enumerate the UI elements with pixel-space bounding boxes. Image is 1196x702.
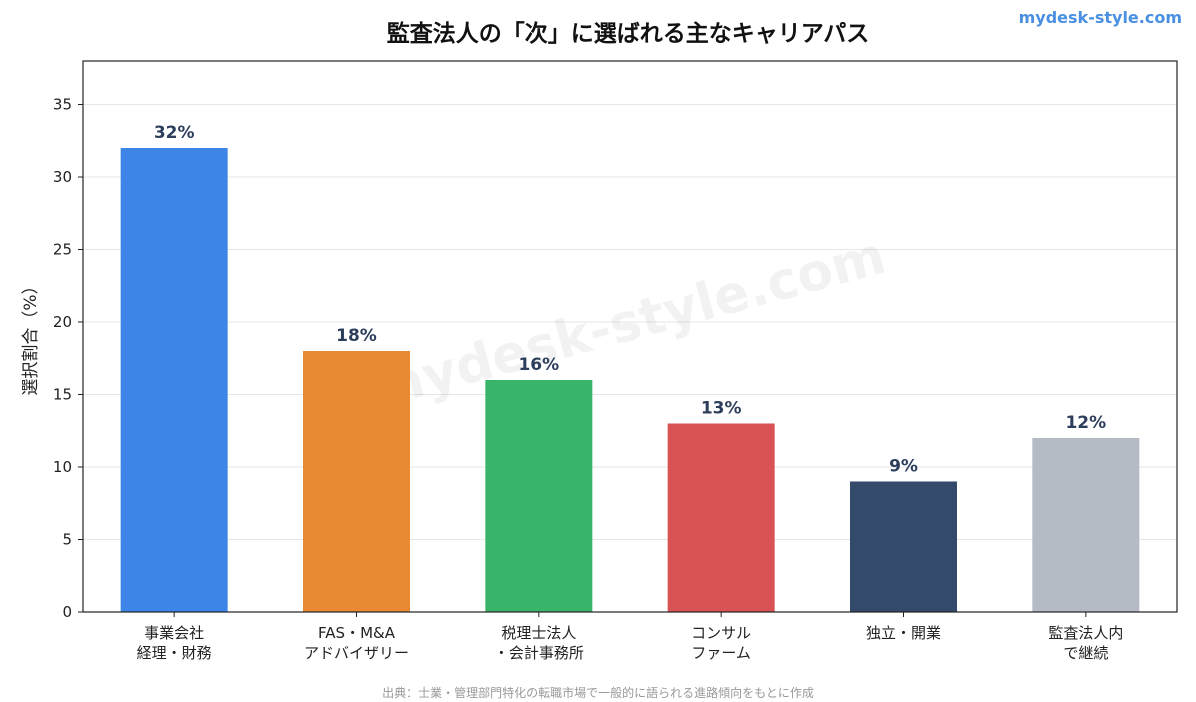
x-tick-label: 監査法人内で継続 xyxy=(1048,624,1123,662)
y-axis-label: 選択割合（%） xyxy=(21,277,41,395)
y-tick-label: 15 xyxy=(53,386,72,404)
brand-label: mydesk-style.com xyxy=(1018,8,1182,27)
y-tick-label: 10 xyxy=(53,458,72,476)
data-label: 12% xyxy=(1065,413,1106,433)
chart-title: 監査法人の「次」に選ばれる主なキャリアパス xyxy=(386,21,870,47)
data-label: 32% xyxy=(154,123,195,143)
x-tick-label: 独立・開業 xyxy=(866,624,941,642)
y-tick-label: 30 xyxy=(53,168,72,186)
y-tick-label: 25 xyxy=(53,241,72,259)
x-tick-label: 税理士法人・会計事務所 xyxy=(494,624,584,662)
bar xyxy=(850,481,957,612)
x-tick-label: 事業会社経理・財務 xyxy=(137,624,212,662)
bar xyxy=(1032,438,1140,612)
y-tick-label: 0 xyxy=(62,603,72,621)
plot-frame xyxy=(82,60,1178,613)
watermark: mydesk-style.com xyxy=(363,226,891,421)
y-tick-label: 20 xyxy=(53,313,72,331)
bar xyxy=(667,423,775,612)
data-label: 18% xyxy=(336,326,377,346)
x-tick-label: FAS・M&A アドバイザリー xyxy=(304,624,409,662)
y-tick-label: 35 xyxy=(53,96,72,114)
data-label: 13% xyxy=(701,399,742,419)
data-label: 9% xyxy=(889,457,918,477)
bar xyxy=(303,351,410,612)
bar xyxy=(485,380,593,612)
x-tick-label: コンサルファーム xyxy=(691,624,751,662)
source-note: 出典：士業・管理部門特化の転職市場で一般的に語られる進路傾向をもとに作成 xyxy=(382,686,814,700)
y-tick-label: 5 xyxy=(62,531,72,549)
bar xyxy=(120,148,228,612)
data-label: 16% xyxy=(518,355,559,375)
